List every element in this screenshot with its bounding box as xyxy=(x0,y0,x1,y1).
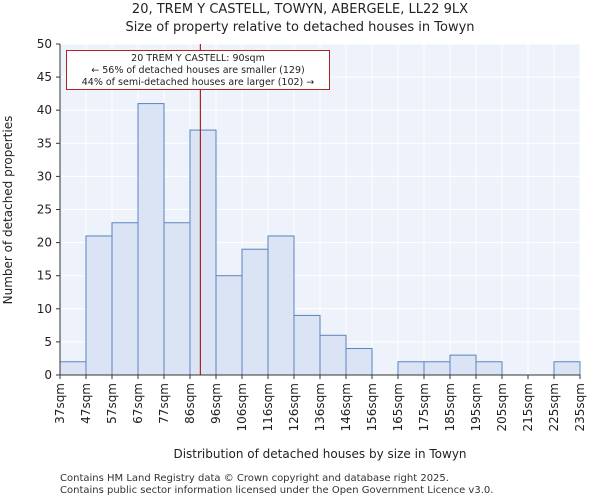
annotation-line-1: 20 TREM Y CASTELL: 90sqm xyxy=(131,53,265,64)
histogram-bar xyxy=(319,334,347,376)
histogram-bar xyxy=(449,354,477,376)
footer-line-1: Contains HM Land Registry data © Crown c… xyxy=(60,473,449,484)
histogram-bar xyxy=(215,275,243,376)
y-tick-label: 25 xyxy=(37,203,52,217)
y-tick-label: 10 xyxy=(37,302,52,316)
x-tick-label: 126sqm xyxy=(287,383,301,431)
x-tick-label: 205sqm xyxy=(495,383,509,431)
histogram-bar xyxy=(85,235,113,376)
y-tick-label: 0 xyxy=(44,368,52,382)
y-tick-label: 15 xyxy=(37,269,52,283)
histogram-bar xyxy=(397,361,425,376)
x-tick-label: 136sqm xyxy=(313,383,327,431)
histogram-bar xyxy=(267,235,295,376)
y-tick-label: 45 xyxy=(37,70,52,84)
x-tick-label: 116sqm xyxy=(261,383,275,431)
histogram-bar xyxy=(293,314,321,376)
x-tick-label: 146sqm xyxy=(339,383,353,431)
x-tick-label: 195sqm xyxy=(469,383,483,431)
x-axis-label: Distribution of detached houses by size … xyxy=(173,447,466,461)
histogram-bar xyxy=(111,222,139,376)
y-tick-label: 20 xyxy=(37,236,52,250)
x-tick-label: 185sqm xyxy=(443,383,457,431)
annotation-box: 20 TREM Y CASTELL: 90sqm ← 56% of detach… xyxy=(66,50,330,90)
x-tick-label: 106sqm xyxy=(235,383,249,431)
x-tick-label: 77sqm xyxy=(157,383,171,424)
histogram-bar xyxy=(137,103,165,376)
chart-subtitle: Size of property relative to detached ho… xyxy=(125,20,475,35)
histogram-bar xyxy=(189,129,217,376)
x-tick-label: 37sqm xyxy=(53,383,67,424)
y-tick-label: 5 xyxy=(44,335,52,349)
y-tick-label: 50 xyxy=(37,37,52,51)
x-ticks: 37sqm 47sqm 57sqm 67sqm 77sqm 86sqm 96sqm 106sq… xyxy=(53,375,587,431)
histogram-bar xyxy=(59,361,87,376)
x-tick-label: 96sqm xyxy=(209,383,223,424)
y-ticks: 0 5 10 15 20 25 30 35 40 45 50 xyxy=(37,37,52,382)
x-tick-label: 86sqm xyxy=(183,383,197,424)
bars xyxy=(59,103,581,376)
footer-line-2: Contains public sector information licen… xyxy=(60,485,494,496)
y-tick-label: 30 xyxy=(37,169,52,183)
annotation-line-3: 44% of semi-detached houses are larger (… xyxy=(81,77,315,88)
annotation-line-2: ← 56% of detached houses are smaller (12… xyxy=(91,65,305,76)
histogram-bar xyxy=(475,361,503,376)
x-tick-label: 57sqm xyxy=(105,383,119,424)
histogram-bar xyxy=(241,248,269,376)
x-tick-label: 156sqm xyxy=(365,383,379,431)
histogram-bar xyxy=(553,361,581,376)
histogram-bar xyxy=(423,361,451,376)
x-tick-label: 47sqm xyxy=(79,383,93,424)
y-axis-label: Number of detached properties xyxy=(1,116,15,305)
x-tick-label: 235sqm xyxy=(573,383,587,431)
x-tick-label: 225sqm xyxy=(547,383,561,431)
x-tick-label: 215sqm xyxy=(521,383,535,431)
y-tick-label: 40 xyxy=(37,103,52,117)
x-tick-label: 175sqm xyxy=(417,383,431,431)
histogram-bar xyxy=(163,222,191,376)
chart-title: 20, TREM Y CASTELL, TOWYN, ABERGELE, LL2… xyxy=(131,2,469,17)
histogram-bar xyxy=(345,348,373,376)
x-tick-label: 165sqm xyxy=(391,383,405,431)
y-tick-label: 35 xyxy=(37,136,52,150)
x-tick-label: 67sqm xyxy=(131,383,145,424)
